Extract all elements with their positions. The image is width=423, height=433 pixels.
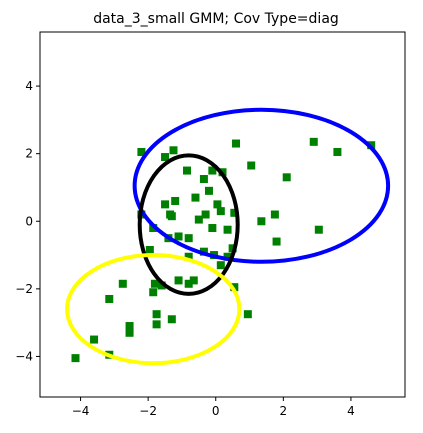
data-point bbox=[309, 137, 318, 146]
data-point bbox=[194, 215, 203, 224]
x-tick-label: −4 bbox=[72, 404, 90, 418]
y-tick-label: −2 bbox=[15, 282, 33, 296]
data-point bbox=[152, 320, 161, 329]
data-point bbox=[169, 146, 178, 155]
data-point bbox=[118, 279, 127, 288]
data-point bbox=[157, 281, 166, 290]
data-point bbox=[223, 225, 232, 234]
x-tick-label: 2 bbox=[280, 404, 288, 418]
data-point bbox=[145, 245, 154, 254]
data-point bbox=[184, 252, 193, 261]
data-point bbox=[71, 354, 80, 363]
data-point bbox=[208, 166, 217, 175]
gmm-ellipse-yellow bbox=[65, 253, 242, 366]
data-point bbox=[161, 200, 170, 209]
data-point bbox=[125, 328, 134, 337]
data-point bbox=[174, 232, 183, 241]
data-point bbox=[152, 310, 161, 319]
data-point bbox=[230, 208, 239, 217]
data-point bbox=[150, 279, 159, 288]
data-point bbox=[137, 147, 146, 156]
data-point bbox=[314, 225, 323, 234]
data-point bbox=[199, 175, 208, 184]
data-point bbox=[161, 153, 170, 162]
data-point bbox=[232, 139, 241, 148]
data-point bbox=[149, 288, 158, 297]
data-point bbox=[216, 207, 225, 216]
y-axis-ticks: −4 −2 0 2 4 bbox=[15, 79, 40, 363]
data-point bbox=[189, 276, 198, 285]
data-point bbox=[201, 210, 210, 219]
data-point bbox=[167, 212, 176, 221]
plot-frame bbox=[39, 31, 406, 398]
data-point bbox=[167, 315, 176, 324]
data-point bbox=[184, 279, 193, 288]
y-tick-label: 2 bbox=[25, 147, 33, 161]
y-tick-label: −4 bbox=[15, 349, 33, 363]
data-point bbox=[270, 210, 279, 219]
data-point bbox=[216, 261, 225, 270]
data-point bbox=[282, 173, 291, 182]
data-point bbox=[213, 200, 222, 209]
data-point bbox=[243, 310, 252, 319]
data-point bbox=[171, 196, 180, 205]
chart-title: data_3_small GMM; Cov Type=diag bbox=[93, 11, 339, 27]
data-point bbox=[208, 224, 217, 233]
data-point bbox=[90, 335, 99, 344]
x-tick-label: −2 bbox=[139, 404, 157, 418]
data-point bbox=[247, 161, 256, 170]
gmm-ellipse-blue bbox=[132, 107, 391, 264]
y-tick-label: 0 bbox=[25, 214, 33, 228]
data-point bbox=[191, 193, 200, 202]
gmm-ellipse-black bbox=[137, 153, 240, 296]
data-point bbox=[174, 276, 183, 285]
data-point bbox=[257, 217, 266, 226]
data-point bbox=[228, 244, 237, 253]
data-point bbox=[125, 322, 134, 331]
x-tick-label: 4 bbox=[347, 404, 355, 418]
data-point bbox=[204, 186, 213, 195]
data-point bbox=[333, 147, 342, 156]
data-point bbox=[223, 252, 232, 261]
data-point bbox=[272, 237, 281, 246]
data-point bbox=[184, 234, 193, 243]
x-axis-ticks: −4 −2 0 2 4 bbox=[72, 397, 355, 418]
data-point bbox=[105, 294, 114, 303]
y-tick-label: 4 bbox=[25, 79, 33, 93]
x-tick-label: 0 bbox=[212, 404, 220, 418]
data-point bbox=[183, 166, 192, 175]
